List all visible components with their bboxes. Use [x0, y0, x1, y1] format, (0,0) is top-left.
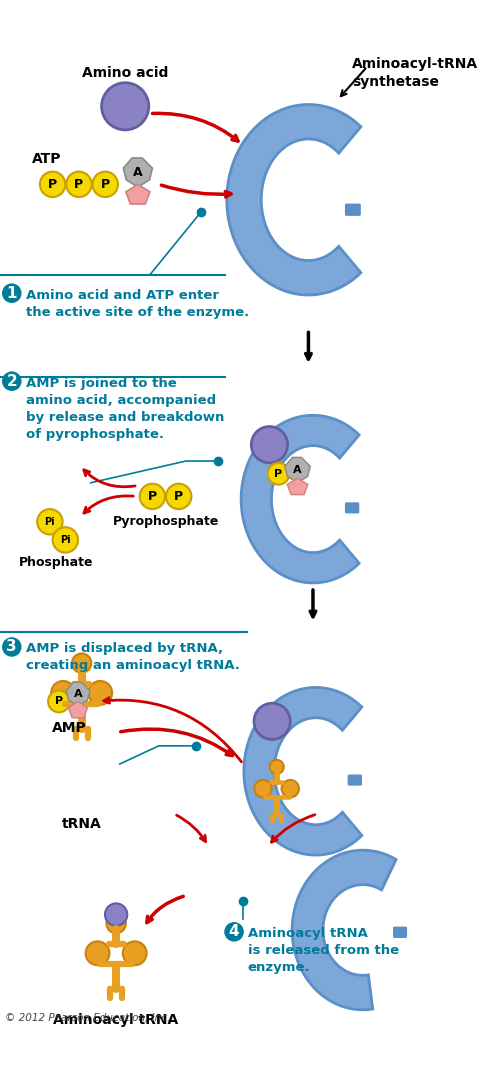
Circle shape	[3, 638, 21, 656]
Circle shape	[85, 942, 109, 966]
Text: P: P	[55, 697, 63, 706]
Circle shape	[281, 780, 299, 797]
Text: 4: 4	[229, 924, 239, 940]
Circle shape	[225, 922, 243, 941]
FancyBboxPatch shape	[346, 204, 360, 215]
Text: Aminoacyl tRNA: Aminoacyl tRNA	[54, 1013, 179, 1027]
Circle shape	[92, 172, 118, 197]
Polygon shape	[69, 701, 87, 718]
Text: P: P	[174, 490, 183, 503]
Polygon shape	[292, 850, 396, 1010]
Circle shape	[251, 427, 288, 463]
Text: P: P	[48, 178, 57, 191]
Text: AMP: AMP	[52, 721, 86, 735]
Text: P: P	[274, 469, 282, 478]
Polygon shape	[66, 683, 90, 706]
Text: Aminoacyl-tRNA
synthetase: Aminoacyl-tRNA synthetase	[352, 57, 478, 89]
Polygon shape	[123, 158, 152, 187]
FancyBboxPatch shape	[348, 775, 361, 785]
Circle shape	[88, 681, 112, 705]
Circle shape	[140, 484, 165, 509]
Circle shape	[105, 904, 127, 926]
Text: P: P	[148, 490, 157, 503]
Polygon shape	[285, 457, 310, 483]
Text: Phosphate: Phosphate	[19, 556, 93, 569]
Circle shape	[53, 527, 78, 553]
Circle shape	[270, 760, 284, 774]
Polygon shape	[241, 416, 359, 583]
Text: 1: 1	[6, 286, 17, 300]
Text: 2: 2	[6, 374, 17, 389]
Text: 3: 3	[6, 639, 17, 654]
Text: A: A	[74, 689, 82, 699]
FancyBboxPatch shape	[394, 928, 407, 937]
Circle shape	[166, 484, 191, 509]
Text: Pi: Pi	[45, 517, 55, 527]
Circle shape	[107, 914, 126, 933]
Text: Aminoacyl tRNA
is released from the
enzyme.: Aminoacyl tRNA is released from the enzy…	[247, 928, 399, 974]
Polygon shape	[227, 105, 361, 295]
Polygon shape	[244, 688, 362, 855]
Circle shape	[268, 463, 289, 485]
Circle shape	[3, 373, 21, 390]
Text: Amino acid and ATP enter
the active site of the enzyme.: Amino acid and ATP enter the active site…	[27, 288, 249, 319]
Circle shape	[3, 284, 21, 302]
Circle shape	[123, 942, 147, 966]
Circle shape	[72, 653, 91, 673]
Circle shape	[37, 509, 62, 535]
Text: Pyrophosphate: Pyrophosphate	[113, 514, 219, 527]
Text: Pi: Pi	[60, 535, 71, 545]
Circle shape	[254, 703, 290, 740]
Circle shape	[66, 172, 92, 197]
Text: A: A	[293, 465, 302, 475]
Text: A: A	[133, 166, 143, 179]
Text: © 2012 Pearson Education, Inc.: © 2012 Pearson Education, Inc.	[4, 1013, 170, 1024]
Text: tRNA: tRNA	[62, 816, 102, 831]
Circle shape	[102, 83, 149, 130]
Circle shape	[51, 681, 75, 705]
Text: Amino acid: Amino acid	[82, 66, 168, 80]
Text: AMP is joined to the
amino acid, accompanied
by release and breakdown
of pyropho: AMP is joined to the amino acid, accompa…	[27, 377, 225, 441]
Text: P: P	[74, 178, 83, 191]
Polygon shape	[287, 478, 308, 495]
Text: AMP is displaced by tRNA,
creating an aminoacyl tRNA.: AMP is displaced by tRNA, creating an am…	[27, 643, 240, 673]
Circle shape	[40, 172, 65, 197]
Circle shape	[48, 690, 70, 713]
Text: ATP: ATP	[32, 152, 61, 166]
Text: P: P	[101, 178, 110, 191]
FancyBboxPatch shape	[346, 503, 358, 513]
Circle shape	[254, 780, 272, 797]
Polygon shape	[126, 185, 150, 204]
